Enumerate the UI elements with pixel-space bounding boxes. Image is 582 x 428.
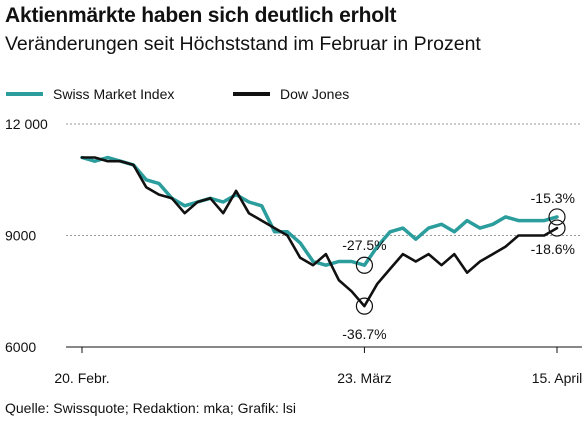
legend-item-smi: Swiss Market Index <box>6 86 174 102</box>
y-tick-label: 9000 <box>5 228 36 244</box>
chart-subtitle: Veränderungen seit Höchststand im Februa… <box>5 33 481 55</box>
annotation-circle <box>355 256 374 274</box>
annotation-label: -15.3% <box>531 190 575 206</box>
x-tick-label: 15. April <box>532 370 582 386</box>
annotation-label: -27.5% <box>342 237 386 253</box>
legend-swatch-dow <box>233 92 270 96</box>
annotation-circle <box>548 208 566 226</box>
chart-title: Aktienmärkte haben sich deutlich erholt <box>5 4 397 27</box>
y-tick-label: 12 000 <box>5 116 48 132</box>
annotation-circle <box>355 297 374 315</box>
y-tick-label: 6000 <box>5 339 36 355</box>
annotation-label: -36.7% <box>342 326 386 342</box>
legend-swatch-smi <box>6 92 43 96</box>
annotation-circle <box>548 219 566 237</box>
series-line-dow <box>80 156 559 308</box>
x-tick-label: 23. März <box>337 370 391 386</box>
x-tick-label: 20. Febr. <box>54 370 109 386</box>
annotation-label: -18.6% <box>531 241 575 257</box>
legend-label-smi: Swiss Market Index <box>53 86 175 102</box>
legend-label-dow: Dow Jones <box>280 86 350 102</box>
source-note: Quelle: Swissquote; Redaktion: mka; Graf… <box>5 400 297 416</box>
legend-item-dow: Dow Jones <box>233 86 349 102</box>
series-line-smi <box>80 155 559 267</box>
